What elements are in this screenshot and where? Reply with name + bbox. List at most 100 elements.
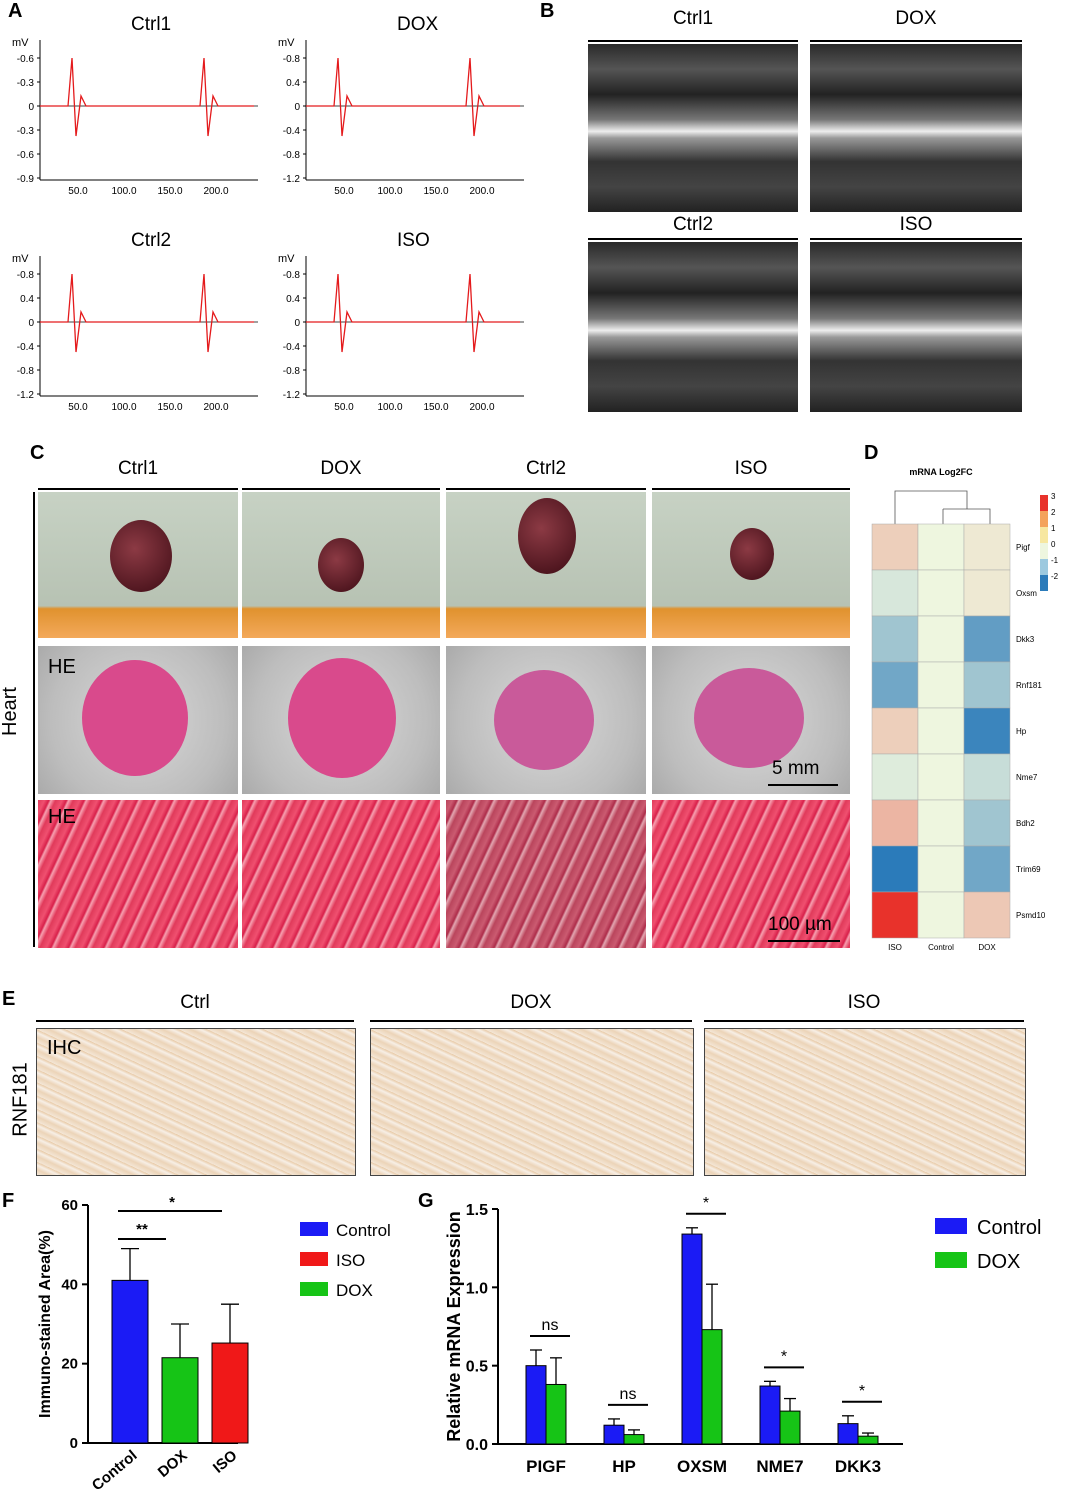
echo-rule: [810, 40, 1022, 42]
g-sig-label: ns: [620, 1386, 637, 1403]
echo-rule: [810, 238, 1022, 240]
heatmap-cell: [871, 845, 919, 893]
heatmap-cell: [871, 523, 919, 571]
heart-rule: [38, 488, 238, 490]
heatmap-gene-label: Nme7: [1016, 773, 1038, 782]
he-label: HE: [48, 806, 76, 828]
ecg-x-tick: 200.0: [203, 186, 228, 197]
heatmap-gene-label: Hp: [1016, 727, 1027, 736]
ecg-y-tick: 0.4: [20, 294, 34, 305]
heatmap-cell: [917, 661, 965, 709]
heatmap-legend-tick: -2: [1051, 572, 1059, 581]
g-bar: [701, 1329, 723, 1445]
heatmap-cell: [917, 753, 965, 801]
f-y-tick: 60: [61, 1197, 78, 1214]
f-bar: [161, 1357, 199, 1444]
g-bar: [681, 1233, 703, 1445]
ecg-y-tick: -0.8: [283, 150, 301, 161]
he-section-iso: 5 mm: [652, 646, 850, 794]
ecg-x-tick: 150.0: [423, 186, 448, 197]
g-bar: [857, 1435, 879, 1445]
g-bar: [779, 1410, 801, 1445]
heatmap-legend-tick: -1: [1051, 556, 1059, 565]
panel-label-c: C: [30, 442, 45, 464]
scale-100um-label: 100 µm: [768, 914, 832, 935]
g-sig-label: *: [781, 1348, 787, 1365]
f-x-tick: Control: [89, 1447, 141, 1494]
ecg-y-tick: -0.8: [283, 366, 301, 377]
ecg-y-tick: -1.2: [283, 174, 301, 185]
g-x-tick: HP: [612, 1457, 636, 1476]
heatmap-cell: [871, 891, 919, 939]
ecg-x-tick: 100.0: [377, 402, 402, 413]
ecg-y-tick: -0.8: [283, 270, 301, 281]
heart-side-rule: [33, 492, 35, 947]
heatmap-cell: [917, 615, 965, 663]
ecg-y-tick: -0.6: [17, 54, 35, 65]
ecg-trace: [306, 57, 520, 137]
he-micro-dox: [242, 800, 440, 948]
g-sig-label: *: [703, 1195, 709, 1212]
he-section-ctrl2: [446, 646, 646, 794]
ecg-y-tick: -0.4: [283, 126, 301, 137]
heatmap-cell: [917, 569, 965, 617]
ecg-y-tick: -0.4: [283, 342, 301, 353]
echo-rule: [588, 238, 798, 240]
heatmap-cell: [917, 799, 965, 847]
panel-label-e: E: [2, 988, 16, 1010]
f-legend-label: Control: [336, 1221, 391, 1240]
g-y-tick: 1.5: [466, 1202, 488, 1219]
heatmap-legend-swatch: [1040, 511, 1048, 527]
heatmap-cell: [871, 799, 919, 847]
ecg-y-tick: -0.4: [17, 342, 35, 353]
he-section-dox: [242, 646, 440, 794]
ecg-y-tick: 0: [294, 102, 300, 113]
panel-label-f: F: [2, 1190, 15, 1212]
ecg-x-tick: 200.0: [203, 402, 228, 413]
g-bar: [837, 1423, 859, 1445]
heatmap-cell: [963, 845, 1011, 893]
echo-label-dox: DOX: [895, 8, 937, 29]
g-bar: [545, 1383, 567, 1445]
heart-col-ctrl1: Ctrl1: [117, 458, 159, 479]
ihc-col-ctrl: Ctrl: [180, 992, 210, 1013]
g-bar: [759, 1385, 781, 1445]
f-y-tick: 40: [61, 1276, 78, 1293]
ecg-unit: mV: [278, 37, 295, 49]
ecg-title: Ctrl2: [131, 230, 171, 251]
ecg-y-tick: 0.4: [286, 294, 300, 305]
heatmap-cell: [963, 569, 1011, 617]
echo-image-dox: [810, 44, 1022, 212]
g-sig-label: ns: [542, 1317, 559, 1334]
heart-photo-ctrl1: [38, 492, 238, 638]
g-bar: [623, 1434, 645, 1445]
ihc-rule: [370, 1020, 692, 1022]
ecg-x-tick: 50.0: [68, 402, 88, 413]
heatmap-cell: [917, 845, 965, 893]
ecg-y-tick: 0: [294, 318, 300, 329]
ecg-title: DOX: [397, 14, 439, 35]
g-bar: [525, 1365, 547, 1445]
ecg-y-tick: -0.8: [17, 270, 35, 281]
heatmap-legend-swatch: [1040, 543, 1048, 559]
heart-rule: [652, 488, 850, 490]
g-x-tick: DKK3: [835, 1457, 881, 1476]
g-y-tick: 0.5: [466, 1359, 488, 1376]
f-legend-label: DOX: [336, 1281, 373, 1300]
ecg-trace: [40, 57, 254, 137]
ecg-y-tick: -0.3: [17, 78, 35, 89]
heatmap-legend-swatch: [1040, 527, 1048, 543]
ecg-unit: mV: [12, 253, 29, 265]
ecg-x-tick: 150.0: [423, 402, 448, 413]
heatmap-legend-tick: 0: [1051, 540, 1056, 549]
heart-col-iso: ISO: [734, 458, 768, 479]
ecg-x-tick: 50.0: [334, 402, 354, 413]
he-micro-ctrl1: HE: [38, 800, 238, 948]
scale-5mm-label: 5 mm: [772, 758, 820, 779]
heatmap: mRNA Log2FC Pigf Oxsm Dkk3 Rnf181 Hp Nme7 Bdh2 T…: [871, 467, 1059, 952]
g-y-tick: 0.0: [466, 1437, 488, 1454]
heart-photo-ctrl2: [446, 492, 646, 638]
heatmap-gene-label: Dkk3: [1016, 635, 1035, 644]
heatmap-col-label: DOX: [978, 943, 996, 952]
